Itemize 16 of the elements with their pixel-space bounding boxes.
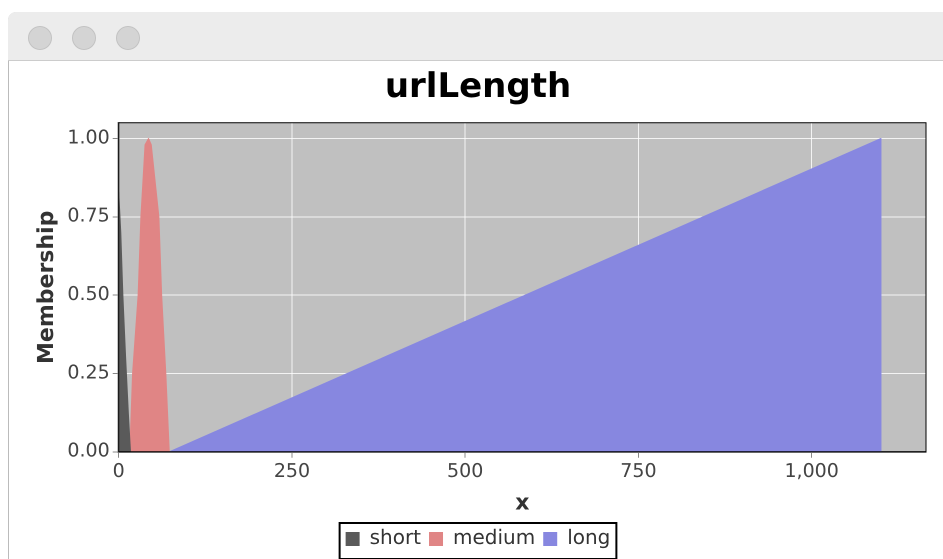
x-tick-label: 500 — [447, 460, 484, 482]
x-tick-label: 750 — [620, 460, 657, 482]
y-axis-title: Membership — [34, 210, 59, 364]
y-tick-label: 0.25 — [67, 361, 110, 384]
y-tick-label: 0.50 — [67, 283, 110, 306]
legend-label: long — [567, 525, 610, 550]
x-tick-label: 1,000 — [784, 460, 839, 482]
x-tick-label: 0 — [112, 460, 125, 482]
chart-title: urlLength — [384, 66, 572, 106]
legend-label: medium — [453, 525, 536, 550]
y-tick-label: 1.00 — [67, 126, 110, 148]
y-tick-label: 0.75 — [67, 204, 110, 227]
x-tick-label: 250 — [274, 460, 310, 482]
y-tick-label: 0.00 — [67, 440, 110, 462]
x-axis-title: x — [515, 490, 530, 516]
legend-label: short — [370, 525, 422, 550]
